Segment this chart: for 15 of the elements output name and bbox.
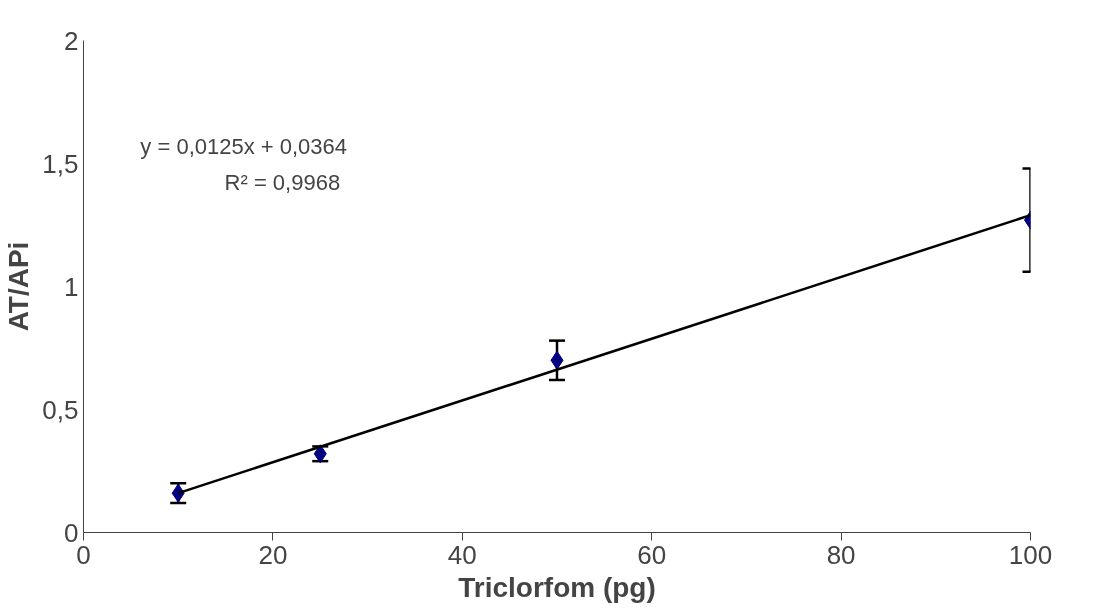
x-tick-label: 80 bbox=[826, 539, 856, 570]
x-tick-label: 40 bbox=[447, 539, 477, 570]
annotation: R² = 0,9968 bbox=[224, 170, 341, 196]
x-tick-label: 60 bbox=[637, 539, 667, 570]
x-axis-title: Triclorfom (pg) bbox=[458, 571, 656, 603]
y-tick-label: 2 bbox=[64, 25, 79, 56]
y-axis-title: AT/APi bbox=[3, 241, 35, 332]
y-tick-label: 0 bbox=[64, 517, 79, 548]
y-tick-label: 1,5 bbox=[42, 148, 79, 179]
annotation: y = 0,0125x + 0,0364 bbox=[140, 133, 348, 159]
x-tick-label: 100 bbox=[1008, 539, 1053, 570]
x-tick-label: 20 bbox=[258, 539, 288, 570]
y-tick-label: 0,5 bbox=[42, 394, 79, 425]
y-tick-label: 1 bbox=[64, 271, 79, 302]
point bbox=[550, 350, 564, 370]
